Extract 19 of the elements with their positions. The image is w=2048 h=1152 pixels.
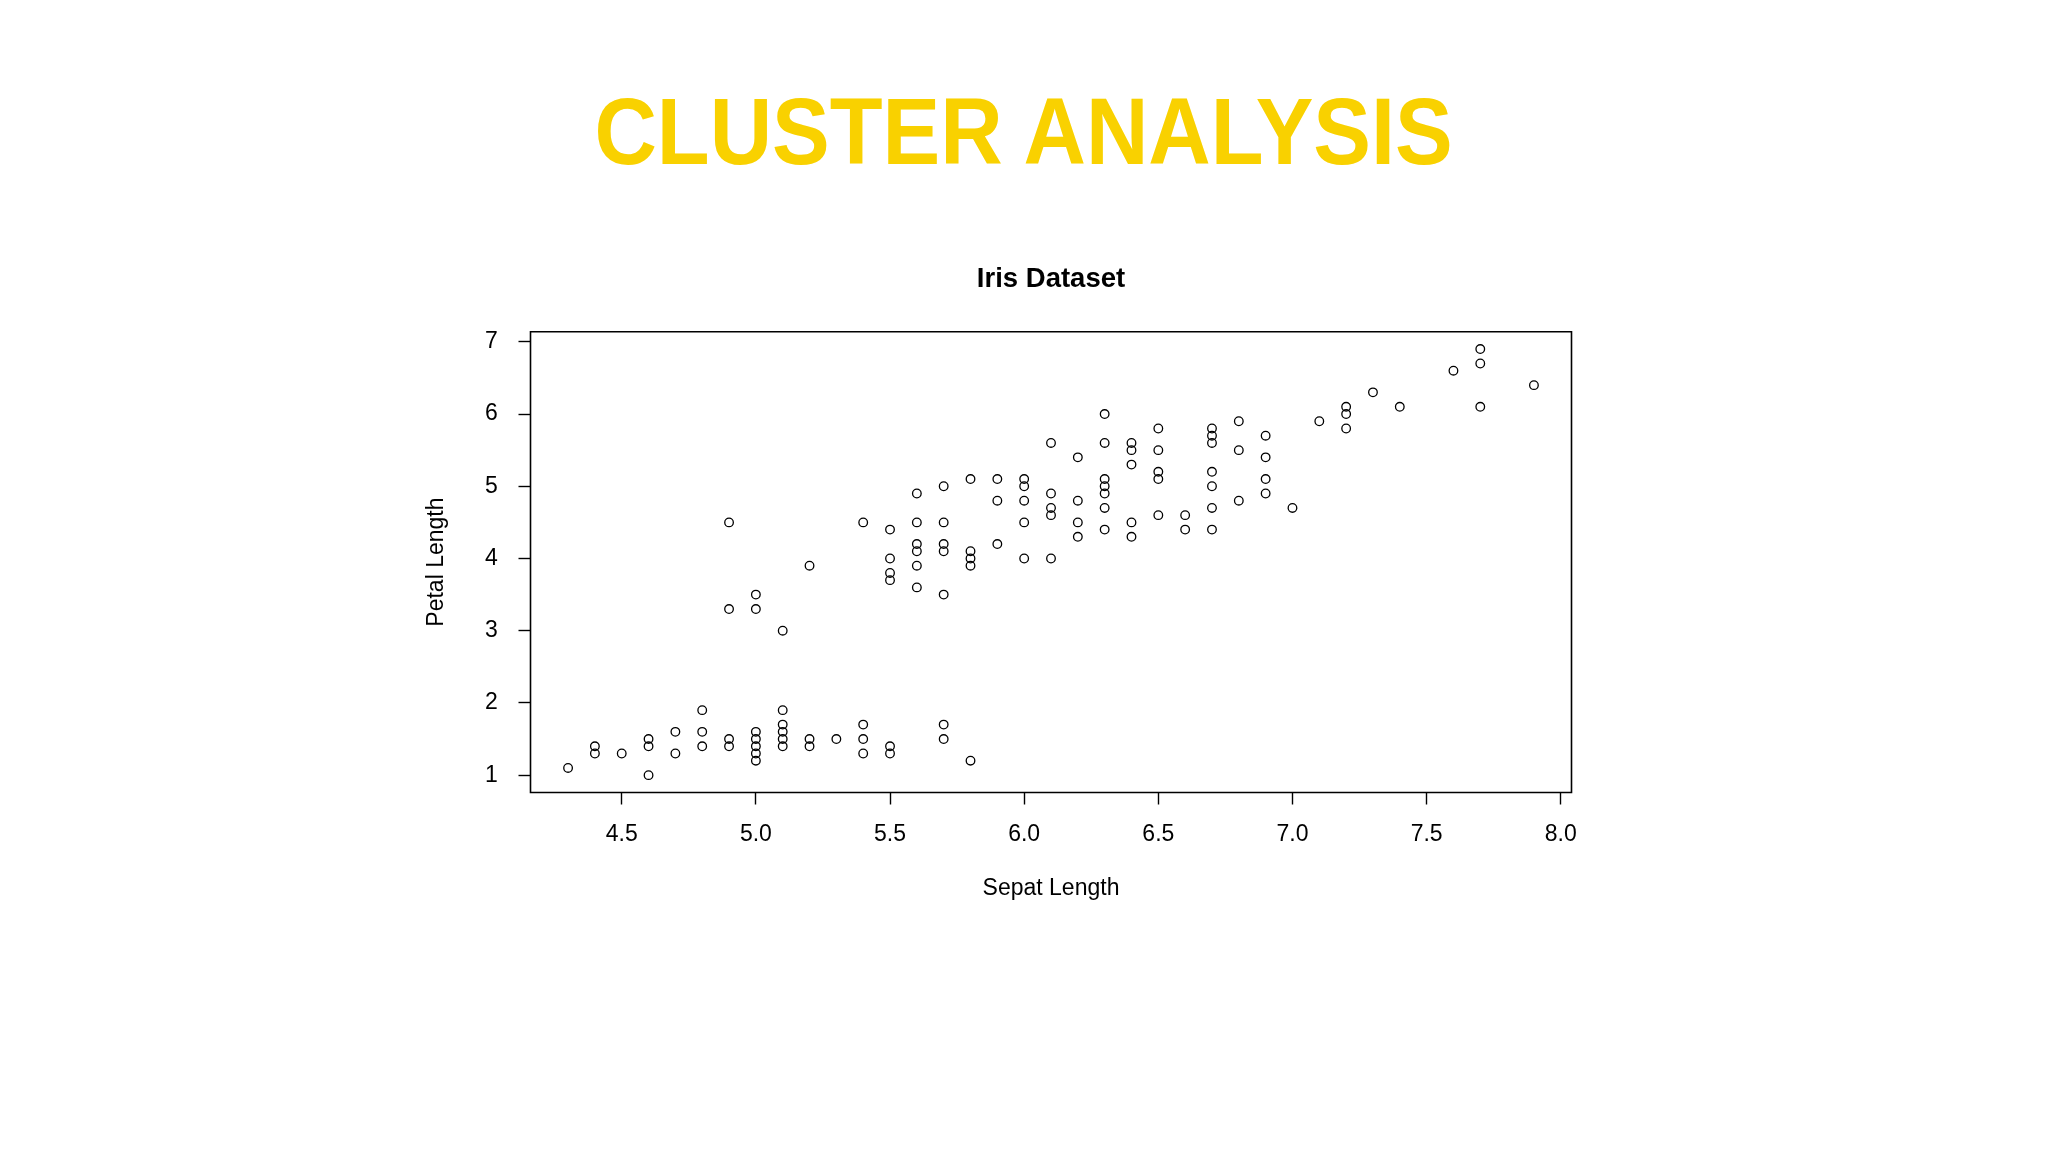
chart-title: CLUSTER ANALYSIS [594, 78, 1454, 184]
y-tick-label: 6 [485, 399, 498, 426]
y-tick-label: 7 [485, 327, 498, 354]
y-tick-label: 4 [485, 543, 499, 570]
x-tick-label: 6.5 [1142, 819, 1175, 846]
x-tick-label: 8.0 [1544, 819, 1577, 846]
y-tick-label: 3 [485, 616, 498, 643]
y-axis-title: Petal Length [421, 497, 448, 627]
x-axis-title: Sepat Length [982, 874, 1120, 901]
x-tick-label: 6.0 [1008, 819, 1041, 846]
y-tick-label: 1 [485, 760, 498, 787]
x-tick-label: 4.5 [605, 819, 638, 846]
x-tick-label: 5.5 [874, 819, 907, 846]
x-tick-label: 7.0 [1276, 819, 1309, 846]
chart-subtitle: Iris Dataset [976, 261, 1126, 294]
y-tick-label: 5 [485, 471, 498, 498]
x-tick-label: 7.5 [1410, 819, 1443, 846]
y-tick-label: 2 [485, 688, 498, 715]
x-tick-label: 5.0 [739, 819, 772, 846]
